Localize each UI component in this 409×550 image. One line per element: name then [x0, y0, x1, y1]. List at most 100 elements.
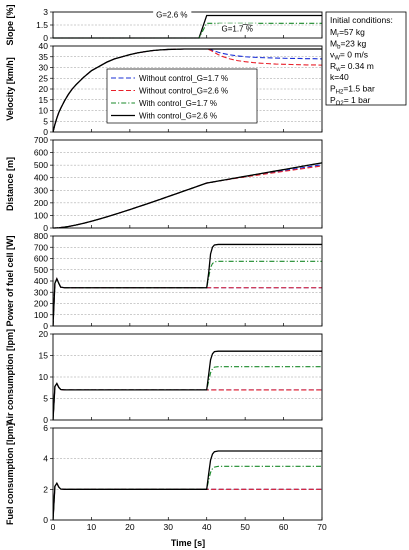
distance-y-tick-label: 0	[43, 223, 48, 233]
fuel-y-tick-label: 6	[43, 423, 48, 433]
air-series-3	[53, 350, 322, 421]
velocity-series-3	[53, 48, 322, 133]
condition-line: PH2=1.5 bar	[330, 84, 375, 96]
chart-legend: Without control_G=1.7 % Without control_G…	[106, 68, 258, 124]
condition-line: vW= 0 m/s	[330, 50, 368, 62]
slope-y-axis-label: Slope [%]	[5, 4, 15, 45]
power-series-1	[53, 277, 322, 327]
power-y-tick-label: 800	[34, 231, 48, 241]
fuel-plot-frame	[52, 427, 323, 521]
conditions-box-border	[325, 11, 407, 106]
legend-entry: With control_G=1.7 %	[139, 99, 217, 108]
power-y-tick-label: 400	[34, 276, 48, 286]
panel-air: 0 5 10 15 20 Air consumption [lpm]	[5, 329, 323, 425]
slope-annotation: G=2.6 %	[156, 10, 187, 19]
x-tick-label: 40	[202, 522, 212, 532]
legend-box	[106, 68, 258, 124]
fuel-series-2	[53, 465, 322, 521]
power-y-tick-label: 200	[34, 299, 48, 309]
air-series-group	[53, 350, 322, 421]
fuel-series-3	[53, 450, 322, 521]
fuel-y-tick-label: 4	[43, 454, 48, 464]
power-series-3	[53, 243, 322, 327]
legend-entry: Without control_G=2.6 %	[139, 87, 228, 96]
air-y-tick-label: 10	[39, 372, 49, 382]
condition-line: k=40	[330, 72, 349, 82]
power-series-2	[53, 260, 322, 327]
velocity-y-tick-label: 0	[43, 127, 48, 137]
power-y-tick-label: 700	[34, 242, 48, 252]
velocity-y-tick-label: 10	[39, 106, 49, 116]
distance-series-3	[53, 162, 322, 229]
air-series-2	[53, 366, 322, 421]
condition-line: Rw= 0.34 m	[330, 61, 374, 73]
distance-y-tick-label: 600	[34, 148, 48, 158]
velocity-y-tick-label: 40	[39, 41, 49, 51]
fuel-y-tick-label: 0	[43, 515, 48, 525]
legend-entry: Without control_G=1.7 %	[139, 74, 228, 83]
x-axis-label: Time [s]	[171, 538, 205, 548]
velocity-y-tick-label: 30	[39, 63, 49, 73]
slope-annotation: G=1.7 %	[221, 24, 252, 33]
velocity-y-tick-label: 35	[39, 52, 49, 62]
slope-series-2	[53, 22, 322, 39]
distance-y-tick-label: 700	[34, 135, 48, 145]
power-y-tick-label: 100	[34, 310, 48, 320]
slope-annotation-pointer	[242, 23, 253, 26]
air-series-0	[53, 382, 322, 421]
slope-annotation-bg	[153, 9, 192, 20]
power-y-tick-label: 600	[34, 254, 48, 264]
panel-slope: 0 1.5 3 Slope [%] G=2.6 % G=1.7 %	[5, 4, 323, 46]
distance-y-tick-label: 500	[34, 160, 48, 170]
fuel-y-axis-label: Fuel consumption [lpm]	[5, 423, 15, 525]
x-tick-label: 60	[279, 522, 289, 532]
legend-entry: With control_G=2.6 %	[139, 112, 217, 121]
distance-y-axis-label: Distance [m]	[5, 157, 15, 211]
x-tick-label: 10	[87, 522, 97, 532]
power-y-axis-label: Power of fuel cell [W]	[5, 235, 15, 326]
distance-series-1	[53, 165, 322, 229]
x-tick-label: 20	[125, 522, 135, 532]
panel-distance: 0 100 200 300 400 500 600 700 Distance [m]	[5, 135, 323, 233]
slope-annotation-bg	[218, 23, 257, 34]
velocity-series-group	[53, 48, 322, 133]
condition-line: PO2= 1 bar	[330, 95, 371, 107]
air-plot-frame	[52, 333, 323, 421]
condition-line: Mr=57 kg	[330, 27, 365, 39]
power-plot-frame	[52, 235, 323, 327]
velocity-y-tick-label: 5	[43, 116, 48, 126]
power-y-tick-label: 0	[43, 321, 48, 331]
distance-y-tick-label: 100	[34, 210, 48, 220]
power-y-tick-label: 300	[34, 287, 48, 297]
air-y-tick-label: 5	[43, 394, 48, 404]
air-series-1	[53, 382, 322, 421]
x-tick-label: 30	[164, 522, 174, 532]
panel-fuel: 0 2 4 6 Fuel consumption [lpm] 0 10 20 30 40 50 60 7…	[5, 423, 327, 532]
distance-plot-frame	[52, 139, 323, 229]
velocity-y-axis-label: Velocity [km/h]	[5, 57, 15, 121]
x-tick-label: 0	[51, 522, 56, 532]
fuel-y-tick-label: 2	[43, 484, 48, 494]
x-tick-label: 50	[240, 522, 250, 532]
distance-y-tick-label: 300	[34, 185, 48, 195]
x-tick-label: 70	[317, 522, 327, 532]
velocity-y-tick-label: 25	[39, 73, 49, 83]
distance-series-0	[53, 164, 322, 229]
velocity-y-tick-label: 20	[39, 84, 49, 94]
air-y-axis-label: Air consumption [lpm]	[5, 329, 15, 425]
power-series-0	[53, 277, 322, 327]
distance-series-2	[53, 162, 322, 229]
air-y-tick-label: 20	[39, 329, 49, 339]
velocity-y-tick-label: 15	[39, 95, 49, 105]
power-series-group	[53, 243, 322, 327]
distance-series-group	[53, 162, 322, 229]
slope-y-tick-label: 0	[43, 33, 48, 43]
condition-line: Mb=23 kg	[330, 38, 366, 50]
slope-y-tick-label: 1.5	[36, 20, 48, 30]
distance-y-tick-label: 400	[34, 173, 48, 183]
